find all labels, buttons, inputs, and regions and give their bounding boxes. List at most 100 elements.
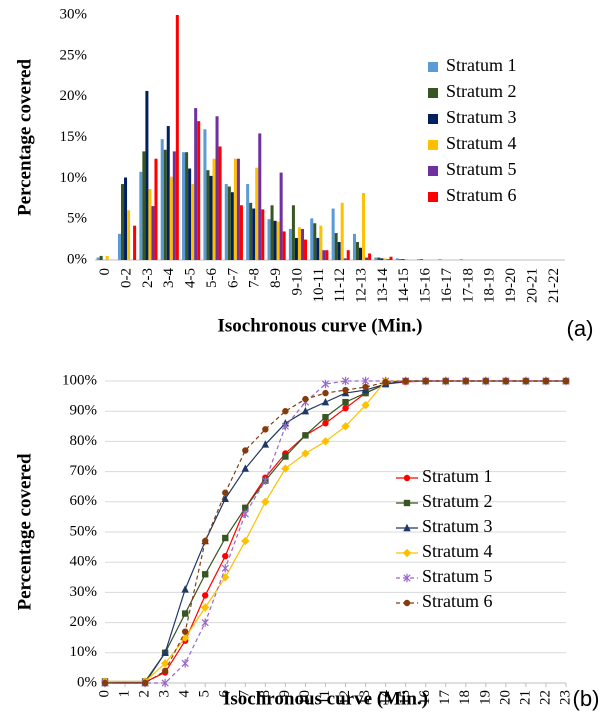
- marker: [282, 453, 289, 460]
- bar: [319, 225, 323, 260]
- bar: [417, 259, 421, 260]
- y-axis-title: Percentage covered: [14, 59, 35, 216]
- marker: [261, 440, 270, 448]
- bar: [334, 233, 338, 260]
- bar: [322, 250, 326, 260]
- x-tick-label: 20-21: [524, 268, 540, 303]
- legend-label: Stratum 1: [446, 55, 517, 75]
- marker: [101, 679, 109, 687]
- legend-marker: [403, 499, 411, 507]
- x-tick-label: 12: [337, 690, 353, 705]
- legend-label: Stratum 6: [422, 591, 493, 611]
- marker: [301, 407, 310, 415]
- marker: [462, 377, 469, 385]
- marker: [341, 422, 350, 431]
- bar: [197, 121, 201, 261]
- bar: [404, 259, 408, 260]
- bar: [355, 242, 360, 260]
- bar: [249, 202, 253, 260]
- legend-label: Stratum 5: [422, 566, 493, 586]
- legend-swatch: [428, 114, 438, 124]
- bar: [340, 202, 344, 260]
- x-tick-label: 13-14: [375, 268, 391, 303]
- bar: [142, 151, 146, 260]
- marker: [160, 659, 170, 668]
- marker: [382, 379, 389, 386]
- marker: [181, 659, 189, 668]
- x-tick-label: 7: [237, 690, 253, 698]
- x-tick-label: 1: [116, 690, 132, 698]
- marker: [222, 552, 229, 560]
- x-tick-label: 14-15: [396, 268, 412, 303]
- y-tick-label: 0%: [77, 674, 97, 690]
- y-tick-label: 20%: [70, 614, 98, 630]
- x-tick-label: 19-20: [503, 268, 519, 303]
- x-axis-title: Isochronous curve (Min.): [223, 688, 428, 709]
- bar: [276, 221, 280, 260]
- x-tick-label: 21-22: [546, 268, 562, 303]
- bar: [313, 223, 317, 260]
- bar: [166, 126, 170, 260]
- bar: [139, 171, 143, 260]
- bar: [294, 237, 298, 260]
- marker: [201, 603, 210, 612]
- x-tick-label: 2: [137, 690, 153, 698]
- marker: [262, 426, 269, 433]
- bar: [331, 208, 335, 260]
- x-tick-label: 5-6: [204, 268, 220, 288]
- marker: [422, 377, 429, 385]
- x-tick-label: 7-8: [247, 268, 263, 288]
- marker: [181, 610, 189, 617]
- bar: [288, 228, 292, 260]
- legend-label: Stratum 4: [446, 133, 517, 153]
- marker: [141, 679, 149, 687]
- legend-marker: [403, 599, 411, 607]
- bar: [209, 175, 213, 260]
- marker: [542, 377, 550, 385]
- marker: [241, 509, 249, 519]
- x-tick-label: 8-9: [268, 268, 284, 288]
- x-tick-label: 6-7: [225, 268, 241, 288]
- bar: [246, 184, 250, 260]
- bar: [224, 184, 228, 260]
- bar: [279, 172, 283, 260]
- bar: [236, 158, 240, 260]
- bar: [380, 258, 384, 260]
- x-tick-label: 8: [257, 690, 273, 698]
- bar: [304, 239, 308, 260]
- x-tick-label: 22: [537, 690, 553, 705]
- bar: [267, 219, 271, 260]
- bar: [395, 258, 399, 260]
- y-tick-label: 90%: [70, 403, 98, 419]
- bar: [368, 253, 372, 260]
- marker: [242, 504, 249, 512]
- x-tick-label: 0-2: [118, 268, 134, 288]
- y-tick-label: 15%: [60, 129, 88, 145]
- marker: [342, 398, 349, 406]
- bar: [316, 237, 320, 260]
- marker: [261, 497, 270, 506]
- marker: [281, 422, 290, 431]
- bar: [194, 108, 198, 260]
- x-tick-label: 23: [557, 690, 573, 705]
- marker: [442, 377, 449, 385]
- legend-label: Stratum 1: [422, 466, 493, 486]
- legend-swatch: [428, 192, 438, 202]
- bar: [325, 250, 329, 260]
- marker: [342, 386, 349, 394]
- bar: [261, 209, 265, 260]
- marker: [282, 408, 289, 415]
- bar: [148, 188, 152, 260]
- bar: [239, 205, 243, 260]
- marker: [180, 633, 190, 642]
- marker: [202, 592, 209, 599]
- marker: [502, 377, 510, 385]
- marker: [161, 678, 169, 688]
- marker: [321, 397, 330, 406]
- bar: [203, 129, 207, 260]
- legend-label: Stratum 5: [446, 159, 517, 179]
- bar: [291, 205, 295, 260]
- marker: [402, 377, 409, 385]
- marker: [522, 377, 530, 385]
- y-tick-label: 40%: [70, 554, 98, 570]
